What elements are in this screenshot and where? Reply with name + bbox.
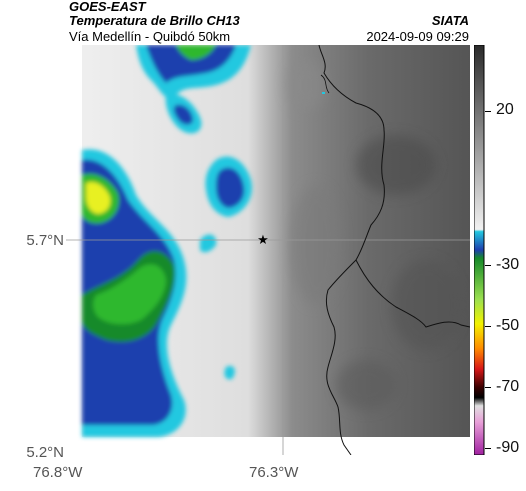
colorbar-gradient <box>474 45 485 455</box>
cloud-texture <box>286 60 461 410</box>
lon-label-768: 76.8°W <box>33 464 83 481</box>
timestamp-label: 2024-09-09 09:29 <box>366 29 469 44</box>
location-star-marker: ★ <box>257 233 269 248</box>
river-boundary <box>320 74 330 94</box>
municipal-boundary <box>325 259 357 455</box>
colorbar-label-20: 20 <box>496 101 514 118</box>
organization-label: SIATA <box>431 13 469 28</box>
colorbar-tick-mark <box>485 111 491 112</box>
department-boundary <box>318 45 470 328</box>
colorbar-label-minus50: -50 <box>496 317 520 334</box>
map-left-margin <box>66 45 82 455</box>
colorbar-label-minus90: -90 <box>496 439 520 456</box>
lon-label-763: 76.3°W <box>249 464 299 481</box>
route-subtitle: Vía Medellín - Quibdó 50km <box>69 29 231 44</box>
colorbar-label-minus70: -70 <box>496 378 520 395</box>
convective-clouds <box>82 45 252 437</box>
colorbar-tick-mark <box>485 387 491 388</box>
satellite-map: ★ <box>66 45 470 455</box>
colorbar-tick-mark <box>485 448 491 449</box>
cold-pixel <box>322 92 325 94</box>
lat-label-57: 5.7°N <box>26 232 64 249</box>
colorbar-tick-mark <box>485 265 491 266</box>
satellite-title: GOES-EAST <box>69 0 146 14</box>
product-title: Temperatura de Brillo CH13 <box>69 13 240 28</box>
colorbar <box>474 45 485 455</box>
colorbar-tick-mark <box>485 326 491 327</box>
colorbar-label-minus30: -30 <box>496 256 520 273</box>
lat-label-52: 5.2°N <box>26 444 64 461</box>
map-bottom-margin <box>66 437 470 455</box>
